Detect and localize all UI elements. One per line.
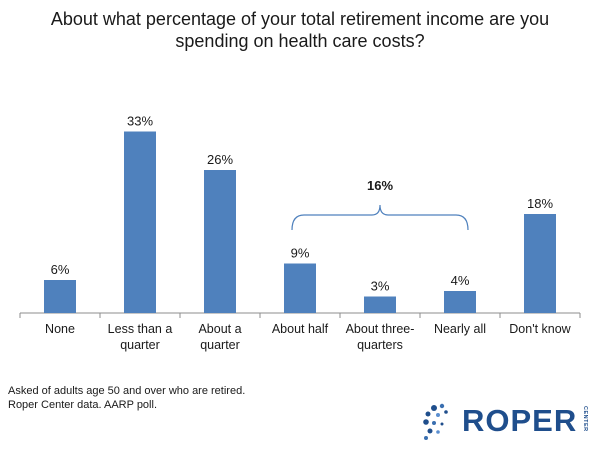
data-label: 33% xyxy=(127,114,153,129)
bar xyxy=(44,280,76,313)
category-label: About half xyxy=(272,322,329,336)
bar xyxy=(204,170,236,313)
bar xyxy=(524,214,556,313)
logo-text: ROPER xyxy=(462,403,578,438)
chart-title: About what percentage of your total reti… xyxy=(50,9,550,51)
category-label: quarters xyxy=(357,338,403,352)
category-label: Don't know xyxy=(509,322,571,336)
category-label: quarter xyxy=(200,338,240,352)
bar xyxy=(364,296,396,313)
data-label: 3% xyxy=(371,279,390,294)
data-label: 6% xyxy=(51,262,70,277)
category-label: About a xyxy=(198,322,241,336)
data-label: 9% xyxy=(291,246,310,261)
data-label: 26% xyxy=(207,152,233,167)
bar xyxy=(444,291,476,313)
footnote-sample: Asked of adults age 50 and over who are … xyxy=(8,385,246,397)
logo-dots-icon xyxy=(423,403,448,440)
roper-center-logo: ROPER CENTER xyxy=(420,400,595,445)
group-annotation-label: 16% xyxy=(367,178,393,193)
group-brace xyxy=(291,204,469,231)
category-label: Nearly all xyxy=(434,322,486,336)
bar-chart: 6% None 33% Less than a quarter 26% About a qua… xyxy=(19,114,581,352)
bar xyxy=(124,131,156,313)
category-label: About three- xyxy=(346,322,415,336)
data-label: 4% xyxy=(451,273,470,288)
footnote-source: Roper Center data. AARP poll. xyxy=(8,399,157,411)
logo-side-text: CENTER xyxy=(582,406,588,432)
data-label: 18% xyxy=(527,196,553,211)
bar xyxy=(284,263,316,313)
category-label: None xyxy=(45,322,75,336)
category-label: Less than a xyxy=(108,322,173,336)
category-label: quarter xyxy=(120,338,160,352)
